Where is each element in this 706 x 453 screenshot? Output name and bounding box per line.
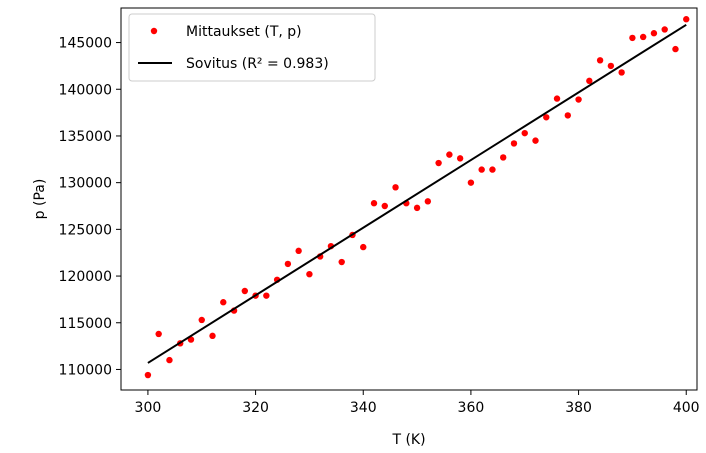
data-point <box>424 198 432 205</box>
data-point <box>510 140 518 147</box>
x-tick-label: 400 <box>673 400 700 416</box>
x-tick-label: 340 <box>350 400 377 416</box>
data-point <box>521 129 528 137</box>
y-tick-label: 140000 <box>59 82 112 98</box>
data-point <box>144 371 152 379</box>
data-point <box>639 33 647 41</box>
data-point <box>360 243 367 251</box>
y-axis-label: p (Pa) <box>32 179 48 220</box>
data-point <box>435 159 442 167</box>
data-point <box>306 270 313 278</box>
data-point <box>532 137 539 144</box>
data-point <box>456 155 464 162</box>
data-point <box>381 202 388 210</box>
y-tick-label: 125000 <box>59 222 112 238</box>
data-point <box>489 166 496 173</box>
data-point <box>564 112 572 119</box>
data-point <box>338 258 345 266</box>
x-axis-ticks: 300 320 340 360 380 400 <box>135 390 700 416</box>
data-point <box>166 356 173 364</box>
x-tick-label: 380 <box>565 400 592 416</box>
y-tick-label: 120000 <box>59 269 112 285</box>
fit-line-group <box>147 23 687 364</box>
data-point <box>596 57 604 64</box>
data-point <box>446 151 453 158</box>
data-point <box>392 184 399 191</box>
y-tick-label: 110000 <box>59 362 112 378</box>
y-tick-label: 115000 <box>59 316 112 332</box>
data-point <box>467 179 475 186</box>
data-point <box>500 154 507 161</box>
x-tick-label: 360 <box>458 400 485 416</box>
legend: Mittaukset (T, p) Sovitus (R² = 0.983) <box>128 13 376 82</box>
x-tick-label: 300 <box>135 400 162 416</box>
data-point <box>575 96 582 103</box>
data-point <box>220 299 227 306</box>
data-point <box>672 45 679 53</box>
data-point <box>370 200 378 207</box>
legend-marker-scatter <box>150 27 158 35</box>
legend-label-scatter: Mittaukset (T, p) <box>186 24 302 40</box>
y-tick-label: 145000 <box>59 36 112 52</box>
x-axis-label: T (K) <box>391 432 425 448</box>
data-point <box>478 166 485 173</box>
data-point <box>263 292 270 299</box>
data-point <box>553 95 561 102</box>
data-point <box>586 77 593 85</box>
data-point <box>209 332 216 340</box>
axes-frame <box>120 7 698 391</box>
x-tick-label: 320 <box>242 400 269 416</box>
data-point <box>284 260 292 268</box>
plot-area <box>144 16 690 379</box>
data-point <box>629 34 636 42</box>
data-point <box>155 330 162 338</box>
data-point <box>543 114 550 121</box>
legend-label-line: Sovitus (R² = 0.983) <box>186 56 329 72</box>
data-point <box>683 16 690 23</box>
data-point <box>413 204 421 212</box>
data-point <box>618 69 625 76</box>
data-point <box>661 26 668 33</box>
y-axis-ticks: 110000 115000 120000 125000 130000 135000 1400… <box>59 36 121 378</box>
fit-line <box>147 23 687 364</box>
data-point <box>198 316 205 324</box>
data-point <box>650 30 658 37</box>
y-tick-label: 135000 <box>59 129 112 145</box>
data-point <box>241 287 249 295</box>
y-tick-label: 130000 <box>59 176 112 192</box>
data-point <box>607 62 615 70</box>
data-point <box>295 247 302 255</box>
legend-box <box>128 13 376 82</box>
